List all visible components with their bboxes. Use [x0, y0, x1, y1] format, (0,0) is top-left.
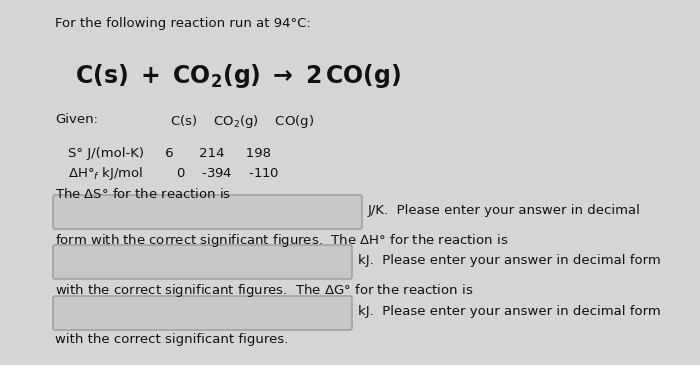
Text: with the correct significant figures.  The $\Delta$G° for the reaction is: with the correct significant figures. Th…	[55, 282, 473, 299]
Text: Given:: Given:	[55, 113, 98, 126]
Text: J/K.  Please enter your answer in decimal: J/K. Please enter your answer in decimal	[368, 204, 641, 217]
Text: kJ.  Please enter your answer in decimal form: kJ. Please enter your answer in decimal …	[358, 305, 661, 318]
FancyBboxPatch shape	[53, 296, 352, 330]
Text: form with the correct significant figures.  The $\Delta$H° for the reaction is: form with the correct significant figure…	[55, 232, 508, 249]
Text: For the following reaction run at 94°C:: For the following reaction run at 94°C:	[55, 17, 311, 30]
FancyBboxPatch shape	[53, 195, 362, 229]
Text: The $\Delta$S° for the reaction is: The $\Delta$S° for the reaction is	[55, 187, 231, 201]
Text: C(s)    CO$_2$(g)    CO(g): C(s) CO$_2$(g) CO(g)	[170, 113, 314, 130]
Text: $\Delta$H°$_f$ kJ/mol        0    -394    -110: $\Delta$H°$_f$ kJ/mol 0 -394 -110	[68, 165, 279, 182]
Text: $\bf{C(s)\ +\ CO_2(g)\ \rightarrow\ 2\,CO(g)}$: $\bf{C(s)\ +\ CO_2(g)\ \rightarrow\ 2\,C…	[75, 62, 401, 90]
Text: S° J/(mol-K)     6      214     198: S° J/(mol-K) 6 214 198	[68, 147, 271, 160]
FancyBboxPatch shape	[53, 245, 352, 279]
Text: kJ.  Please enter your answer in decimal form: kJ. Please enter your answer in decimal …	[358, 254, 661, 267]
Text: with the correct significant figures.: with the correct significant figures.	[55, 333, 288, 346]
